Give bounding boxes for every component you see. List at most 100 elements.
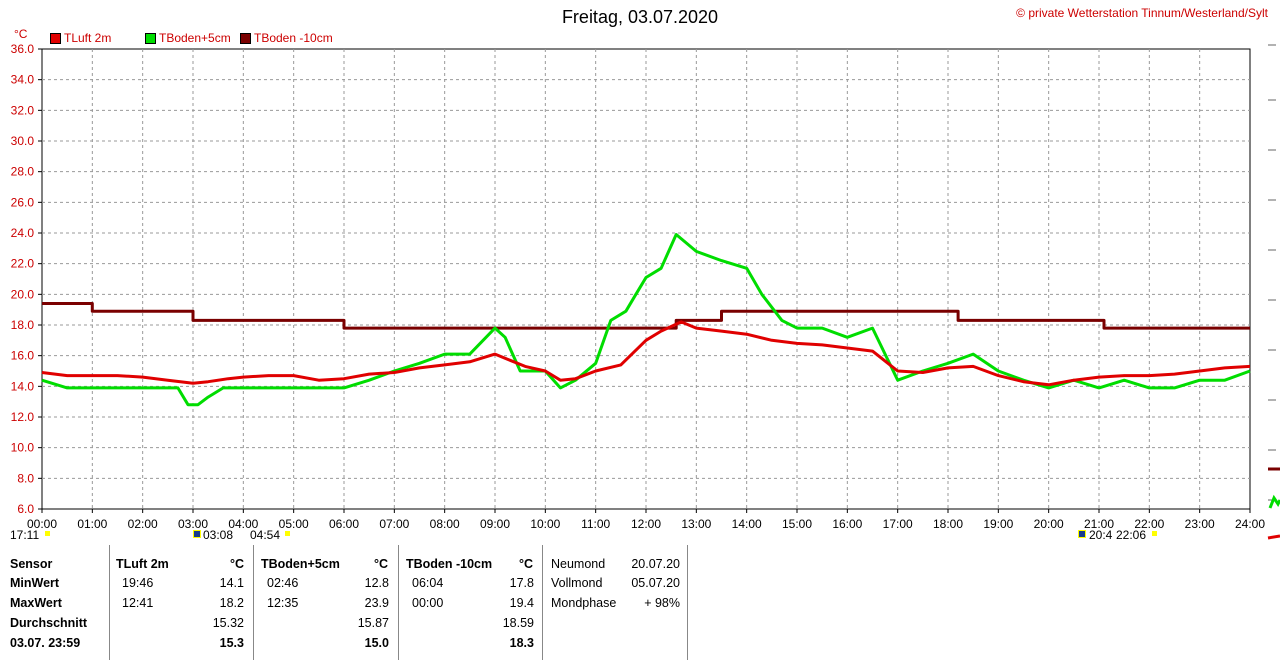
- y-tick-label: 12.0: [11, 410, 35, 424]
- stats-min-label: MinWert: [10, 576, 60, 590]
- stats-tboden5-min-time: 02:46: [267, 576, 299, 590]
- x-tick-label: 16:00: [832, 517, 862, 531]
- stats-vollmond-label: Vollmond: [551, 576, 603, 590]
- stats-tluft-unit: °C: [230, 557, 245, 571]
- y-tick-label: 32.0: [11, 103, 35, 117]
- stats-tluft-max-time: 12:41: [122, 596, 154, 610]
- stats-tboden10-min-time: 06:04: [412, 576, 444, 590]
- sun-label-1: 17:11: [10, 528, 40, 542]
- y-tick-label: 16.0: [11, 349, 35, 363]
- y-tick-label: 8.0: [17, 471, 34, 485]
- stats-tboden10-min: 17.8: [509, 576, 534, 590]
- stats-neumond-date: 20.07.20: [631, 557, 680, 571]
- copyright-label: © private Wetterstation Tinnum/Westerlan…: [1016, 6, 1268, 20]
- x-tick-label: 04:00: [228, 517, 258, 531]
- stats-tboden10-current: 18.3: [509, 636, 534, 650]
- x-tick-label: 08:00: [430, 517, 460, 531]
- stats-avg-label: Durchschnitt: [10, 616, 88, 630]
- stats-tluft-header: TLuft 2m: [116, 557, 169, 571]
- temperature-chart: 6.0 8.0 10.0 12.0 14.0 16.0 18.0 20.0 22.0 24.0 26…: [11, 42, 1280, 540]
- sun-label-4: 20:4: [1089, 528, 1113, 542]
- y-tick-label: 24.0: [11, 226, 35, 240]
- stats-separator: [109, 545, 110, 660]
- stats-mondphase-label: Mondphase: [551, 596, 617, 610]
- moon-marker-2: [1078, 530, 1086, 538]
- stats-max-label: MaxWert: [10, 596, 62, 610]
- series-line-tboden5: [41, 233, 1251, 407]
- x-tick-label: 18:00: [933, 517, 963, 531]
- stats-sensor-header: Sensor: [10, 557, 53, 571]
- legend-label-tboden5: TBoden+5cm: [159, 31, 231, 45]
- x-tick-label: 07:00: [379, 517, 409, 531]
- sun-marker-1: [45, 531, 50, 536]
- x-tick-label: 06:00: [329, 517, 359, 531]
- sun-label-5: 22:06: [1116, 528, 1147, 542]
- stats-tboden10-avg: 18.59: [502, 616, 534, 630]
- stats-tboden5-header: TBoden+5cm: [261, 557, 340, 571]
- sun-label-2: 03:08: [203, 528, 234, 542]
- x-tick-label: 17:00: [883, 517, 913, 531]
- y-tick-label: 14.0: [11, 379, 35, 393]
- x-tick-label: 23:00: [1185, 517, 1215, 531]
- sun-marker-3: [1152, 531, 1157, 536]
- side-marker-tboden5: [1268, 494, 1280, 509]
- y-tick-label: 30.0: [11, 134, 35, 148]
- stats-tluft-min: 14.1: [219, 576, 244, 590]
- stats-tboden10-max: 19.4: [509, 596, 534, 610]
- y-tick-label: 6.0: [17, 502, 34, 516]
- stats-tboden5-current: 15.0: [364, 636, 389, 650]
- stats-tboden10-header: TBoden -10cm: [406, 557, 493, 571]
- x-tick-label: 02:00: [128, 517, 158, 531]
- stats-tboden5-max-time: 12:35: [267, 596, 299, 610]
- y-tick-label: 18.0: [11, 318, 35, 332]
- x-tick-label: 10:00: [530, 517, 560, 531]
- y-tick-label: 34.0: [11, 73, 35, 87]
- stats-separator: [253, 545, 254, 660]
- legend-tboden10: TBoden -10cm: [240, 31, 333, 45]
- x-tick-label: 00:00: [27, 517, 57, 531]
- x-tick-label: 21:00: [1084, 517, 1114, 531]
- stats-tboden10-max-time: 00:00: [412, 596, 444, 610]
- legend-tboden5: TBoden+5cm: [145, 31, 231, 45]
- y-tick-label: 36.0: [11, 42, 35, 56]
- sun-marker-2: [285, 531, 290, 536]
- stats-tluft-min-time: 19:46: [122, 576, 154, 590]
- y-tick-label: 26.0: [11, 195, 35, 209]
- x-tick-label: 15:00: [782, 517, 812, 531]
- y-tick-label: 10.0: [11, 441, 35, 455]
- x-tick-label: 24:00: [1235, 517, 1265, 531]
- stats-tluft-max: 18.2: [219, 596, 244, 610]
- x-tick-label: 22:00: [1134, 517, 1164, 531]
- x-tick-label: 13:00: [681, 517, 711, 531]
- moon-marker-1: [193, 530, 201, 538]
- stats-neumond-label: Neumond: [551, 557, 606, 571]
- legend-swatch-tboden5: [145, 32, 156, 44]
- x-tick-label: 01:00: [77, 517, 107, 531]
- stats-tboden5-unit: °C: [374, 557, 389, 571]
- stats-vollmond-date: 05.07.20: [631, 576, 680, 590]
- stats-tluft-current: 15.3: [219, 636, 244, 650]
- x-tick-label: 12:00: [631, 517, 661, 531]
- series-line-tluft: [41, 320, 1251, 387]
- stats-tboden5-avg: 15.87: [357, 616, 389, 630]
- x-tick-label: 14:00: [732, 517, 762, 531]
- stats-separator: [398, 545, 399, 660]
- stats-separator: [542, 545, 543, 660]
- legend-swatch-tboden10: [240, 32, 251, 44]
- x-tick-label: 19:00: [983, 517, 1013, 531]
- x-tick-label: 03:00: [178, 517, 208, 531]
- stats-mondphase-value: + 98%: [644, 596, 680, 610]
- legend-label-tluft: TLuft 2m: [64, 31, 112, 45]
- stats-tboden5-min: 12.8: [364, 576, 389, 590]
- side-marker-tluft: [1267, 534, 1280, 540]
- legend-label-tboden10: TBoden -10cm: [254, 31, 333, 45]
- x-tick-label: 05:00: [279, 517, 309, 531]
- y-tick-label: 22.0: [11, 257, 35, 271]
- y-tick-label: 28.0: [11, 165, 35, 179]
- legend-tluft: TLuft 2m: [50, 31, 111, 45]
- x-tick-label: 11:00: [581, 517, 610, 531]
- stats-current-label: 03.07. 23:59: [10, 636, 81, 650]
- stats-tboden5-max: 23.9: [364, 596, 389, 610]
- y-axis-unit: °C: [14, 27, 28, 41]
- page-title: Freitag, 03.07.2020: [561, 7, 719, 27]
